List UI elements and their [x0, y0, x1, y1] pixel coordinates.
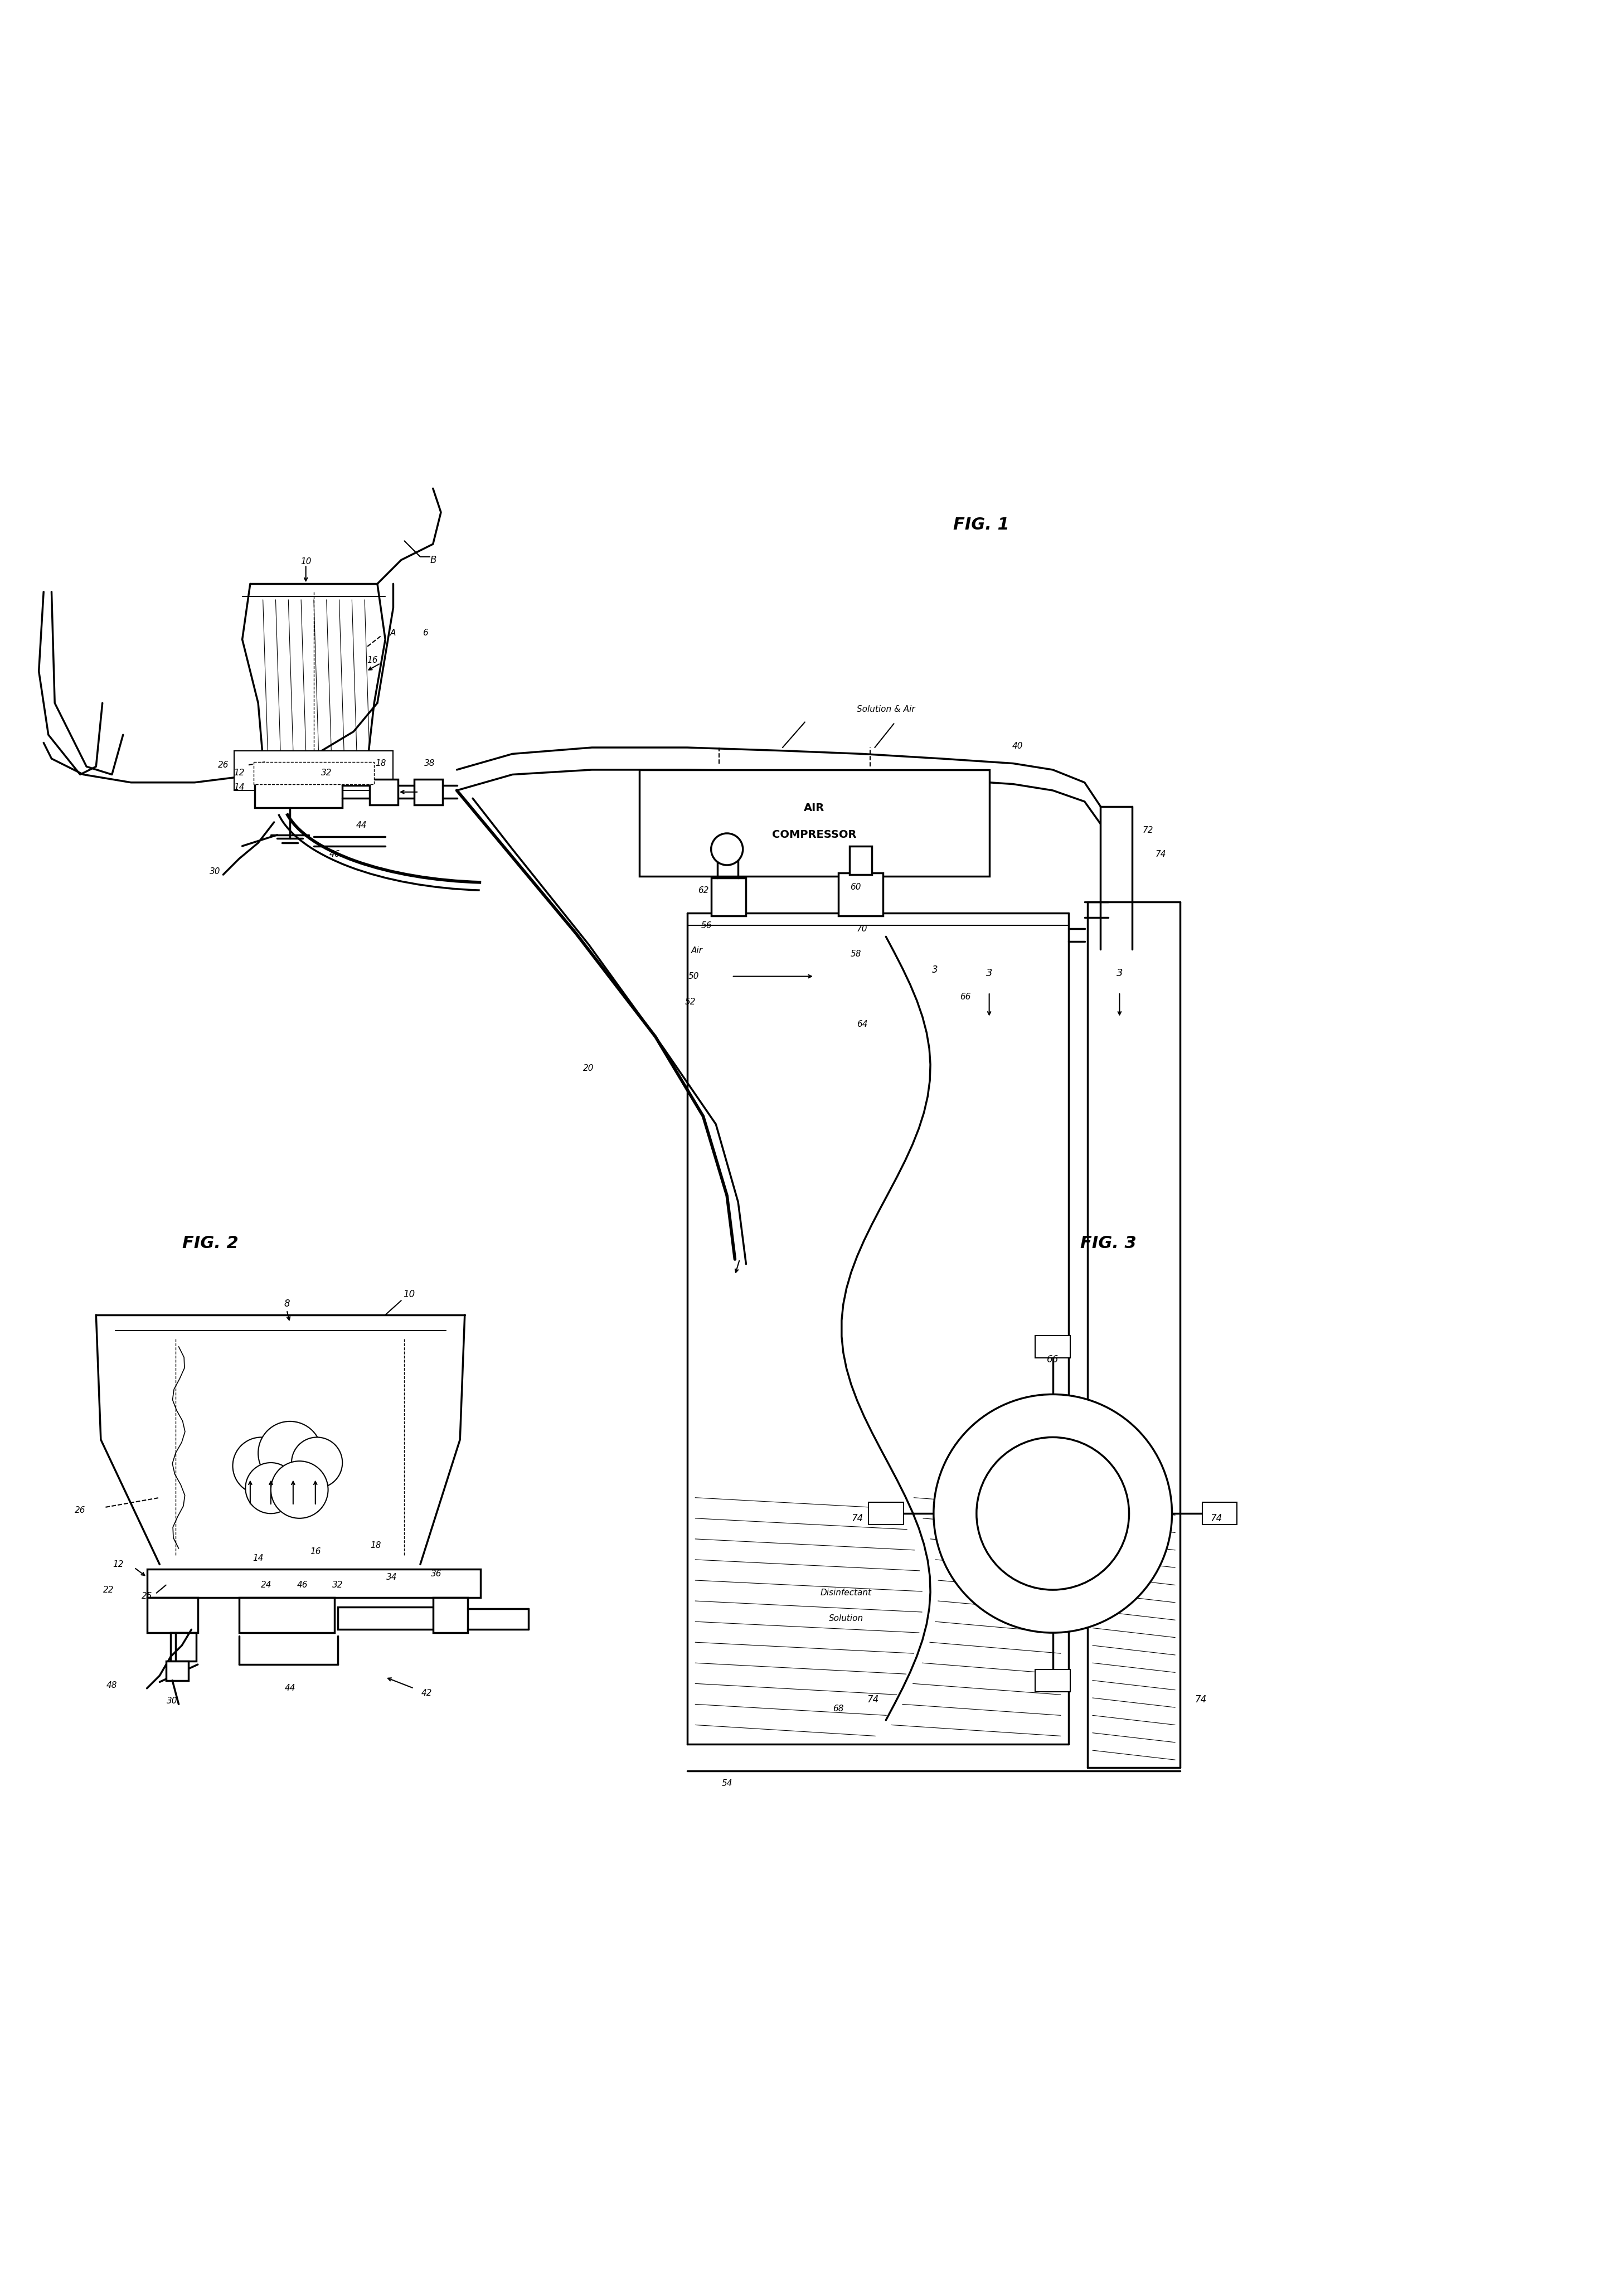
FancyBboxPatch shape: [166, 1662, 188, 1681]
Text: Solution: Solution: [829, 1614, 864, 1623]
Text: Solution & Air: Solution & Air: [856, 705, 915, 714]
Text: 64: 64: [856, 1019, 867, 1029]
FancyBboxPatch shape: [869, 1502, 904, 1525]
FancyBboxPatch shape: [147, 1568, 481, 1598]
Text: 60: 60: [850, 884, 861, 891]
FancyBboxPatch shape: [1035, 1336, 1070, 1357]
Text: 34: 34: [386, 1573, 398, 1582]
FancyBboxPatch shape: [1203, 1502, 1238, 1525]
Text: 38: 38: [425, 760, 436, 767]
FancyBboxPatch shape: [171, 1632, 196, 1662]
Text: 48: 48: [107, 1681, 117, 1690]
Text: B: B: [430, 556, 436, 565]
Circle shape: [271, 1460, 327, 1518]
Text: 74: 74: [1155, 850, 1166, 859]
Circle shape: [292, 1437, 342, 1488]
Text: 16: 16: [310, 1548, 321, 1557]
Circle shape: [976, 1437, 1129, 1589]
Text: 24: 24: [260, 1582, 271, 1589]
FancyBboxPatch shape: [414, 778, 442, 804]
Text: 46: 46: [297, 1582, 308, 1589]
FancyBboxPatch shape: [235, 751, 393, 790]
Text: 40: 40: [1012, 742, 1024, 751]
Text: 14: 14: [233, 783, 244, 792]
Circle shape: [259, 1421, 321, 1486]
FancyBboxPatch shape: [1035, 1669, 1070, 1692]
Text: 6: 6: [422, 629, 428, 638]
Text: 20: 20: [583, 1065, 594, 1072]
Text: 10: 10: [300, 558, 311, 565]
Text: 72: 72: [1143, 827, 1153, 833]
Text: 52: 52: [685, 996, 696, 1006]
FancyBboxPatch shape: [850, 845, 872, 875]
Text: 50: 50: [688, 971, 699, 980]
FancyBboxPatch shape: [639, 769, 989, 877]
Circle shape: [711, 833, 743, 866]
Text: 16: 16: [367, 657, 378, 664]
FancyBboxPatch shape: [240, 1598, 334, 1632]
Text: 32: 32: [321, 769, 332, 776]
Text: 26: 26: [75, 1506, 86, 1515]
Text: 70: 70: [856, 925, 867, 932]
Circle shape: [233, 1437, 291, 1495]
Text: 74: 74: [851, 1513, 864, 1522]
Text: 3: 3: [985, 969, 992, 978]
FancyBboxPatch shape: [838, 872, 883, 916]
Text: 3: 3: [1116, 969, 1123, 978]
Text: 74: 74: [1195, 1694, 1206, 1704]
Text: COMPRESSOR: COMPRESSOR: [773, 829, 856, 840]
FancyBboxPatch shape: [256, 778, 342, 808]
Circle shape: [934, 1394, 1172, 1632]
Text: 56: 56: [701, 921, 712, 930]
Text: 74: 74: [867, 1694, 878, 1704]
Text: 66: 66: [1048, 1355, 1059, 1364]
Text: 26: 26: [217, 760, 228, 769]
Text: 42: 42: [422, 1690, 433, 1697]
Text: Air: Air: [692, 946, 703, 955]
Text: 32: 32: [332, 1582, 343, 1589]
Text: FIG. 1: FIG. 1: [953, 517, 1009, 533]
Text: 30: 30: [209, 868, 220, 875]
Text: 10: 10: [402, 1288, 415, 1300]
Text: 68: 68: [832, 1706, 843, 1713]
FancyBboxPatch shape: [337, 1607, 446, 1630]
Text: 22: 22: [104, 1587, 115, 1593]
Text: 44: 44: [284, 1685, 295, 1692]
FancyBboxPatch shape: [369, 778, 398, 804]
Text: FIG. 2: FIG. 2: [182, 1235, 238, 1251]
FancyBboxPatch shape: [147, 1598, 198, 1632]
Text: 12: 12: [113, 1561, 123, 1568]
Text: 25: 25: [142, 1591, 152, 1600]
FancyBboxPatch shape: [433, 1598, 468, 1632]
Circle shape: [246, 1463, 297, 1513]
Text: 44: 44: [356, 822, 367, 829]
Text: 12: 12: [233, 769, 244, 776]
Text: 58: 58: [850, 951, 861, 957]
Text: 18: 18: [375, 760, 386, 767]
Text: AIR: AIR: [803, 804, 824, 813]
Text: 36: 36: [431, 1570, 442, 1577]
FancyBboxPatch shape: [711, 877, 746, 916]
Text: 66: 66: [960, 992, 971, 1001]
Text: 54: 54: [722, 1779, 733, 1789]
Text: 30: 30: [168, 1697, 177, 1706]
FancyBboxPatch shape: [254, 762, 374, 783]
Text: 18: 18: [371, 1541, 382, 1550]
Text: A: A: [390, 629, 396, 638]
Text: 14: 14: [252, 1554, 264, 1561]
Text: 46: 46: [329, 850, 340, 859]
Text: Disinfectant: Disinfectant: [821, 1589, 872, 1598]
Text: 3: 3: [933, 964, 937, 976]
Text: 62: 62: [698, 886, 709, 895]
Text: 74: 74: [1211, 1513, 1222, 1522]
Text: 8: 8: [284, 1300, 289, 1309]
Text: FIG. 3: FIG. 3: [1080, 1235, 1137, 1251]
